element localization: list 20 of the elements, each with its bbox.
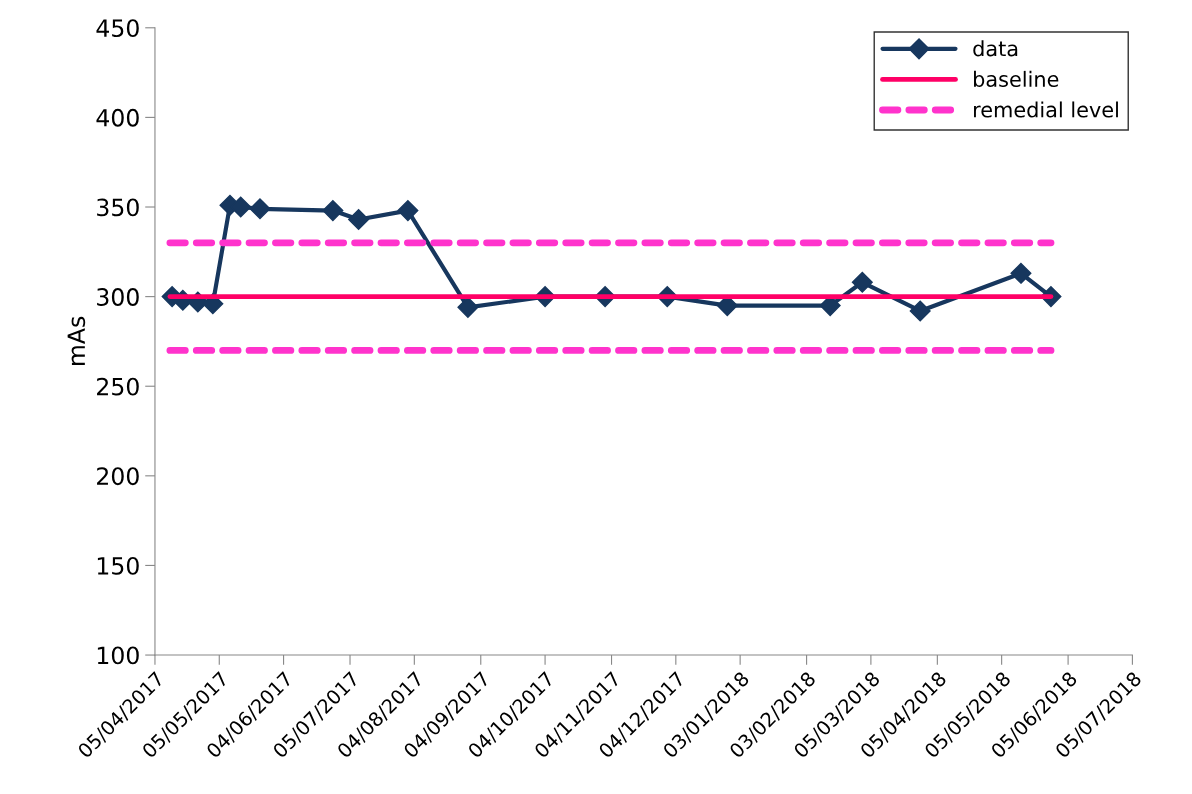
point (348, 209, 370, 231)
point (397, 200, 419, 222)
y-tick-label: 450 (96, 19, 139, 38)
y-axis-title: mAs (67, 316, 86, 365)
y-tick-label: 400 (96, 108, 139, 127)
y-tick-label: 350 (97, 198, 139, 217)
point (851, 271, 873, 293)
point (249, 198, 271, 220)
legend-label: remedial level (974, 101, 1118, 118)
y-tick-label: 250 (97, 377, 139, 396)
point (909, 300, 931, 322)
y-tick-label: 300 (97, 288, 139, 306)
point (322, 200, 344, 222)
y-tick-label: 100 (97, 646, 139, 665)
legend-label: data (973, 40, 1018, 57)
point (457, 296, 479, 318)
y-tick-label: 200 (97, 467, 139, 486)
y-tick-label: 150 (97, 556, 139, 575)
point (1010, 262, 1032, 284)
legend-label: baseline (974, 70, 1059, 87)
